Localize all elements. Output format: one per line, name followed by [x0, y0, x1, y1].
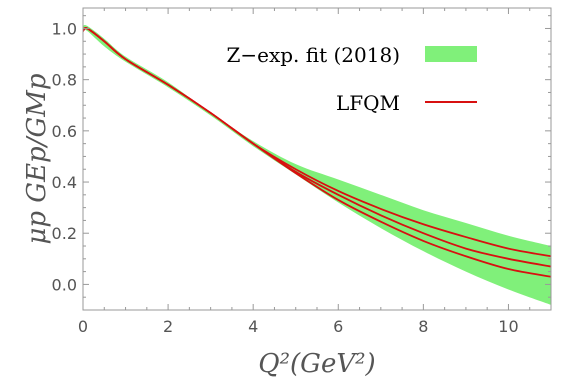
x-tick-label: 0: [78, 317, 88, 336]
y-axis-title: μp GEp/GMp: [22, 73, 52, 244]
y-tick-label: 0.8: [52, 71, 77, 90]
legend: Z−exp. fit (2018) LFQM: [226, 43, 477, 115]
series-line-3: [83, 27, 551, 278]
x-tick-label: 10: [498, 317, 518, 336]
x-tick-label: 4: [248, 317, 258, 336]
confidence-band: [83, 24, 551, 305]
x-tick-label: 2: [163, 317, 173, 336]
x-tick-label: 6: [333, 317, 343, 336]
y-tick-label: 0.6: [52, 122, 77, 141]
x-tick-label: 8: [418, 317, 428, 336]
y-tick-label: 0.0: [52, 275, 77, 294]
legend-label-band: Z−exp. fit (2018): [226, 43, 400, 67]
legend-swatch-band: [425, 46, 477, 62]
legend-label-lfqm: LFQM: [336, 91, 400, 115]
x-axis-title: Q²(GeV²): [258, 349, 375, 379]
y-tick-label: 0.4: [52, 173, 77, 192]
y-tick-label: 0.2: [52, 224, 77, 243]
y-tick-label: 1.0: [52, 19, 77, 38]
